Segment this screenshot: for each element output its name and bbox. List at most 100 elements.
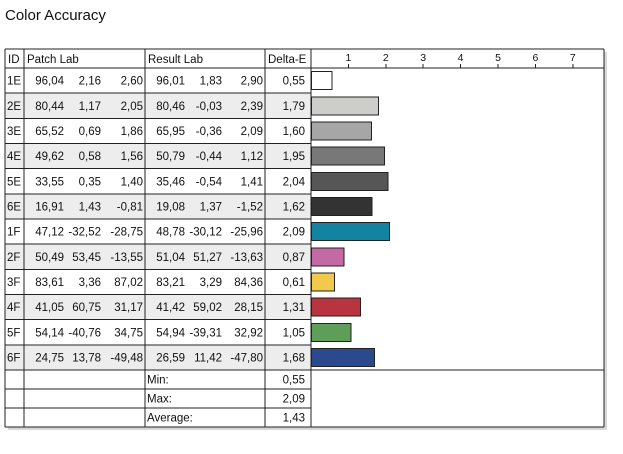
patch-lab-value: -32,52 [68,227,101,239]
result-lab-value: 26,59 [156,352,185,364]
delta-e-bar [311,96,379,116]
patch-lab-value: 33,55 [35,176,64,188]
patch-lab-value: 41,05 [35,302,64,314]
result-lab-value: -1,52 [237,201,263,213]
patch-lab-value: 2,05 [121,101,143,113]
result-lab-value: 35,46 [156,176,185,188]
patch-lab-value: 34,75 [114,327,143,339]
patch-lab-value: -0,81 [117,201,143,213]
result-lab-value: 1,37 [200,201,222,213]
axis-tick-label: 5 [495,52,501,64]
patch-lab-value: 2,60 [121,76,143,88]
delta-e-value: 2,09 [283,227,305,239]
result-lab-value: 83,21 [156,277,185,289]
row-shading [5,244,311,270]
result-lab-value: 19,08 [156,201,185,213]
result-lab-value: -0,44 [196,151,223,163]
row-id: 4F [7,302,20,314]
result-lab-value: 2,39 [241,101,263,113]
row-id: 1E [7,76,21,88]
patch-lab-value: 0,69 [79,126,101,138]
patch-lab-value: 1,56 [121,151,143,163]
result-lab-value: 48,78 [156,227,185,239]
delta-e-bar [311,322,352,342]
delta-e-value: 0,61 [283,277,305,289]
result-lab-value: 1,83 [200,76,222,88]
patch-lab-value: 53,45 [72,252,101,264]
result-lab-value: 84,36 [234,277,263,289]
patch-lab-value: 2,16 [79,76,101,88]
axis-tick-label: 3 [420,52,426,64]
row-id: 3E [7,126,21,138]
patch-lab-value: -40,76 [68,327,101,339]
result-lab-value: 11,42 [194,352,222,364]
result-lab-value: 51,04 [156,252,185,264]
patch-lab-value: 1,43 [79,201,101,213]
footer-max-label: Max: [147,394,172,406]
result-lab-value: 41,42 [156,302,185,314]
result-lab-value: 51,27 [193,252,222,264]
delta-e-value: 1,05 [283,327,305,339]
patch-lab-value: -28,75 [110,227,143,239]
header-id: ID [8,54,20,66]
header-patch-lab: Patch Lab [27,54,79,66]
result-lab-value: 3,29 [200,277,222,289]
row-id: 1F [7,227,20,239]
row-id: 5E [7,176,21,188]
patch-lab-value: 1,86 [121,126,143,138]
row-shading [5,143,311,169]
row-shading [5,344,311,371]
patch-lab-value: 83,61 [35,277,64,289]
delta-e-bar [311,272,335,292]
patch-lab-value: 16,91 [35,201,64,213]
delta-e-value: 1,62 [283,201,305,213]
result-lab-value: 28,15 [234,302,263,314]
patch-lab-value: 31,17 [114,302,143,314]
patch-lab-value: 0,58 [79,151,101,163]
row-id: 6E [7,201,21,213]
patch-lab-value: -13,55 [110,252,143,264]
result-lab-value: -39,31 [189,327,222,339]
patch-lab-value: 54,14 [35,327,64,339]
row-shading [5,93,311,119]
result-lab-value: 50,79 [156,151,185,163]
patch-lab-value: -49,48 [110,352,143,364]
result-lab-value: -25,96 [230,227,263,239]
delta-e-bar [311,222,391,242]
footer-max-value: 2,09 [283,394,305,406]
axis-tick-label: 1 [345,52,351,64]
delta-e-value: 0,55 [283,76,305,88]
patch-lab-value: 87,02 [114,277,143,289]
patch-lab-value: 60,75 [72,302,101,314]
row-shading [5,193,311,220]
patch-lab-value: 96,04 [35,76,64,88]
result-lab-value: 2,90 [241,76,263,88]
delta-e-value: 1,68 [283,352,305,364]
delta-e-value: 1,31 [283,302,305,314]
delta-e-value: 0,87 [283,252,305,264]
header-result-lab: Result Lab [148,54,203,66]
result-lab-value: -13,63 [230,252,263,264]
result-lab-value: 2,09 [241,126,263,138]
result-lab-value: -0,54 [196,176,223,188]
result-lab-value: 54,94 [156,327,185,339]
result-lab-value: 1,12 [241,151,263,163]
delta-e-bar [311,347,375,367]
delta-e-value: 2,04 [283,176,306,188]
patch-lab-value: 50,49 [35,252,64,264]
row-id: 2F [7,252,20,264]
patch-lab-value: 13,78 [72,352,101,364]
footer-average-value: 1,43 [283,413,305,425]
footer-min-value: 0,55 [283,375,305,387]
row-id: 2E [7,101,21,113]
row-id: 3F [7,277,20,289]
result-lab-value: 59,02 [193,302,222,314]
patch-lab-value: 3,36 [79,277,101,289]
result-lab-value: -0,36 [196,126,222,138]
row-shading [5,294,311,320]
result-lab-value: -0,03 [196,101,222,113]
axis-tick-label: 6 [532,52,538,64]
row-id: 4E [7,151,21,163]
result-lab-value: 80,46 [156,101,185,113]
